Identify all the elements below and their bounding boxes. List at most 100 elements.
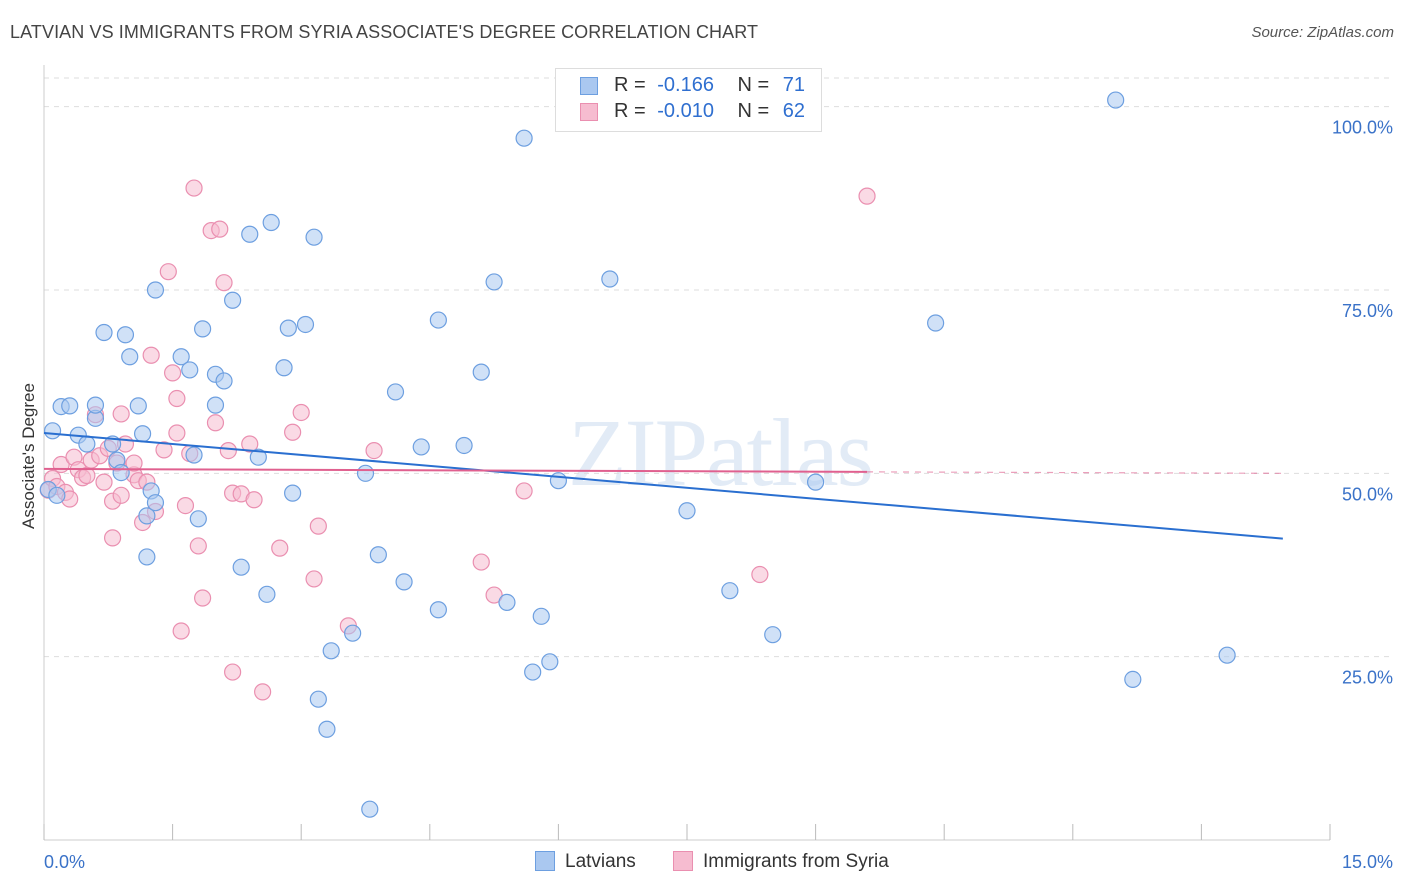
latvian-point: [189, 510, 207, 528]
latvian-point: [532, 607, 550, 625]
syria-point: [185, 179, 203, 197]
syria-point: [125, 454, 143, 472]
syria-point: [189, 537, 207, 555]
latvian-point: [806, 473, 825, 491]
latvian-point: [279, 319, 297, 337]
latvian-point: [515, 129, 533, 147]
legend-r-label: R =: [614, 100, 646, 122]
syria-point: [219, 442, 237, 460]
latvian-point: [241, 225, 259, 243]
latvian-point: [485, 273, 503, 291]
syria-point: [245, 491, 263, 509]
syria-point: [472, 553, 490, 571]
latvian-point: [262, 213, 280, 232]
legend-n-label: N =: [737, 74, 770, 96]
syria-point: [164, 364, 182, 382]
latvian-point: [601, 270, 619, 288]
latvian-point: [138, 507, 156, 525]
latvian-point: [927, 314, 945, 332]
latvian-point: [194, 320, 212, 338]
syria-point: [485, 586, 503, 604]
syria-point: [159, 263, 177, 281]
legend-item-syria: Immigrants from Syria: [673, 851, 889, 873]
latvians-points: [39, 91, 1236, 818]
syria-point: [241, 435, 259, 453]
latvian-point: [524, 663, 542, 681]
y-tick-label: 100.0%: [1332, 118, 1393, 138]
latvian-point: [721, 582, 739, 600]
latvian-point: [129, 397, 147, 415]
latvian-point: [541, 653, 559, 671]
syria-point: [168, 424, 186, 442]
syria-point: [176, 497, 195, 515]
latvians-legend-swatch: [535, 851, 555, 871]
latvian-point: [369, 546, 387, 564]
syria-point: [112, 405, 130, 423]
axes: [43, 65, 1331, 841]
watermark: ZIPatlas: [568, 399, 872, 506]
latvian-point: [1124, 670, 1142, 689]
latvian-point: [549, 472, 568, 490]
syria-point: [215, 274, 233, 292]
legend-r-value: -0.010: [657, 100, 714, 122]
latvian-point: [61, 397, 79, 415]
y-tick-label: 25.0%: [1342, 668, 1393, 688]
latvian-point: [86, 396, 105, 414]
syria-point: [858, 187, 876, 205]
latvian-point: [116, 326, 135, 344]
latvian-point: [78, 435, 96, 453]
syria-trend-extension: [867, 471, 1283, 474]
syria-point: [751, 565, 769, 584]
latvian-point: [185, 446, 203, 464]
latvian-point: [181, 361, 199, 379]
legend-item-latvians: Latvians: [535, 851, 636, 873]
latvian-point: [395, 573, 413, 591]
trend-lines: [43, 432, 1283, 540]
syria-point: [309, 517, 327, 535]
syria-point: [515, 482, 533, 500]
syria-point: [365, 442, 383, 460]
latvian-point: [1218, 646, 1236, 664]
syria-point: [95, 473, 113, 491]
latvian-point: [429, 601, 447, 619]
latvian-point: [386, 383, 405, 401]
latvian-point: [412, 438, 430, 456]
latvian-point: [498, 593, 516, 612]
latvian-point: [146, 281, 165, 299]
syria-point: [206, 414, 225, 432]
syria-point: [211, 220, 229, 238]
latvian-point: [764, 626, 782, 644]
latvian-point: [215, 372, 233, 390]
latvian-point: [1107, 91, 1125, 109]
latvian-point: [344, 624, 362, 642]
syria-point: [305, 570, 323, 588]
legend-n-label: N =: [737, 100, 770, 122]
syria-point: [168, 389, 186, 408]
syria-point: [103, 529, 122, 547]
y-tick-label: 75.0%: [1342, 301, 1393, 321]
latvian-point: [678, 502, 696, 520]
syria-point: [284, 423, 302, 441]
y-tick-label: 50.0%: [1342, 484, 1393, 504]
latvian-point: [296, 315, 315, 334]
latvians-swatch: [580, 77, 598, 95]
latvian-point: [121, 348, 139, 366]
chart-title: LATVIAN VS IMMIGRANTS FROM SYRIA ASSOCIA…: [10, 22, 759, 42]
syria-point: [142, 346, 160, 364]
syria-point: [224, 663, 242, 681]
syria-point: [254, 683, 272, 701]
latvians-trend-line: [43, 432, 1283, 540]
latvian-point: [146, 494, 165, 512]
latvian-point: [455, 436, 473, 455]
latvian-point: [305, 228, 323, 246]
legend-r-value: -0.166: [657, 74, 714, 96]
syria-point: [292, 403, 310, 422]
x-tick-label: 0.0%: [44, 852, 85, 872]
legend-latvians-label: Latvians: [565, 851, 636, 872]
latvian-point: [172, 348, 190, 366]
latvian-point: [258, 585, 276, 603]
syria-trend-line: [43, 467, 868, 473]
latvian-point: [206, 396, 225, 414]
syria-point: [112, 486, 130, 504]
